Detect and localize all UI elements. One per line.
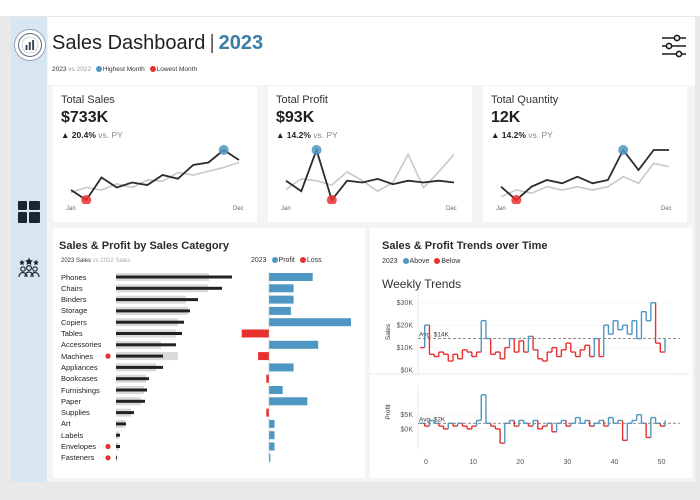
category-label: Storage xyxy=(61,306,88,316)
category-label: Labels xyxy=(61,430,84,440)
header xyxy=(48,17,695,85)
kpi-sparkline xyxy=(70,145,240,204)
legend-lowest: Lowest Month xyxy=(156,66,198,73)
trends-legend-year: 2023 xyxy=(382,258,398,265)
category-label: Art xyxy=(61,419,71,429)
kpi-change-value: 20.4% xyxy=(71,130,96,140)
current-year-line xyxy=(70,148,240,202)
kpi-axis-end: Dec xyxy=(233,206,244,212)
previous-year-line xyxy=(500,162,670,198)
kpi-axis-start: Jan xyxy=(281,206,291,212)
logo-badge-icon xyxy=(14,29,46,61)
kpi-change: ▲ 20.4% vs. PY xyxy=(61,130,123,140)
kpi-sparkline xyxy=(285,145,455,204)
kpi-change-value: 14.2% xyxy=(286,130,311,140)
trends-panel xyxy=(370,228,692,478)
kpi-card-sales[interactable]: Total Sales $733K ▲ 20.4% vs. PY Jan Dec xyxy=(53,86,257,222)
kpi-change-vs: vs. PY xyxy=(98,130,123,140)
legend-highest: Highest Month xyxy=(102,66,145,73)
bottom-strip xyxy=(0,484,700,500)
current-year-line xyxy=(285,147,455,202)
category-label: Phones xyxy=(61,272,87,282)
legend-vs: vs xyxy=(68,66,75,73)
profit-legend-loss: Loss xyxy=(306,257,322,264)
lowest-month-marker xyxy=(81,195,92,204)
weekly-trends-title: Weekly Trends xyxy=(382,277,462,291)
kpi-label: Total Sales xyxy=(61,94,115,106)
sidebar xyxy=(11,17,47,482)
category-label: Paper xyxy=(61,396,82,406)
team-icon[interactable] xyxy=(16,256,42,280)
dashboard-grid-icon[interactable] xyxy=(16,200,42,224)
kpi-value: $93K xyxy=(276,109,315,126)
trends-panel-title: Sales & Profit Trends over Time xyxy=(382,240,548,252)
category-panel xyxy=(53,228,365,478)
title-year: 2023 xyxy=(218,32,264,54)
above-dot-icon xyxy=(402,258,409,264)
trends-legend-above: Above xyxy=(409,258,430,265)
category-label: Tables xyxy=(61,329,83,338)
category-label: Fasteners xyxy=(61,453,95,463)
kpi-value: $733K xyxy=(61,109,109,126)
profit-legend-year: 2023 xyxy=(251,257,267,264)
highest-dot-icon xyxy=(95,66,102,72)
header-legend: 2023 vs 2022 Highest Month Lowest Month xyxy=(52,66,197,73)
kpi-change: ▲ 14.2% vs. PY xyxy=(491,130,553,140)
category-label: Bookcases xyxy=(61,374,98,384)
profit-legend-profit: Profit xyxy=(278,257,295,264)
kpi-change: ▲ 14.2% vs. PY xyxy=(276,130,338,140)
lowest-dot-icon xyxy=(149,66,156,72)
category-panel-title: Sales & Profit by Sales Category xyxy=(59,240,229,252)
sales-legend-current: 2023 Sales xyxy=(61,258,92,264)
trends-legend: 2023 Above Below xyxy=(382,258,460,265)
trends-legend-below: Below xyxy=(441,258,461,265)
sales-legend-vs: vs xyxy=(92,258,99,264)
loss-dot-icon xyxy=(299,257,306,263)
category-label: Appliances xyxy=(61,362,98,372)
top-strip xyxy=(0,0,700,16)
title-text: Sales Dashboard xyxy=(52,32,206,54)
kpi-change-vs: vs. PY xyxy=(528,130,553,140)
highest-month-marker xyxy=(218,145,229,155)
sliders-filter-icon[interactable] xyxy=(660,32,688,60)
category-label: Envelopes xyxy=(61,442,97,451)
previous-year-line xyxy=(285,152,455,193)
category-label: Binders xyxy=(61,295,87,305)
kpi-change-vs: vs. PY xyxy=(313,130,338,140)
category-label: Furnishings xyxy=(61,385,100,395)
kpi-label: Total Quantity xyxy=(491,94,559,106)
category-label: Accessories xyxy=(61,340,102,350)
sales-legend-prev: 2022 Sales xyxy=(100,258,131,264)
highest-month-marker xyxy=(311,145,322,155)
profit-legend: 2023 Profit Loss xyxy=(251,257,322,264)
kpi-sparkline xyxy=(500,145,670,204)
kpi-axis-start: Jan xyxy=(496,206,506,212)
kpi-value: 12K xyxy=(491,109,521,126)
previous-year-line xyxy=(70,161,240,194)
kpi-axis-start: Jan xyxy=(66,206,76,212)
highest-month-marker xyxy=(618,145,629,155)
page-title: Sales Dashboard | 2023 xyxy=(52,32,263,55)
current-year-line xyxy=(500,148,669,202)
kpi-axis-end: Dec xyxy=(446,206,457,212)
kpi-change-value: 14.2% xyxy=(501,130,526,140)
title-separator: | xyxy=(209,32,215,54)
legend-year: 2023 xyxy=(52,66,67,73)
sales-legend: 2023 Sales vs 2022 Sales xyxy=(61,258,130,264)
below-dot-icon xyxy=(434,258,441,264)
category-label: Chairs xyxy=(61,283,83,293)
kpi-axis-end: Dec xyxy=(661,206,672,212)
kpi-card-profit[interactable]: Total Profit $93K ▲ 14.2% vs. PY Jan Dec xyxy=(268,86,472,222)
legend-compare-year: 2022 xyxy=(76,66,92,73)
lowest-month-marker xyxy=(326,195,337,204)
kpi-label: Total Profit xyxy=(276,94,328,106)
category-label: Machines xyxy=(61,351,94,361)
category-label: Supplies xyxy=(61,408,90,418)
profit-dot-icon xyxy=(271,257,278,263)
kpi-card-quantity[interactable]: Total Quantity 12K ▲ 14.2% vs. PY Jan De… xyxy=(483,86,687,222)
category-label: Copiers xyxy=(61,317,87,327)
lowest-month-marker xyxy=(511,195,522,204)
